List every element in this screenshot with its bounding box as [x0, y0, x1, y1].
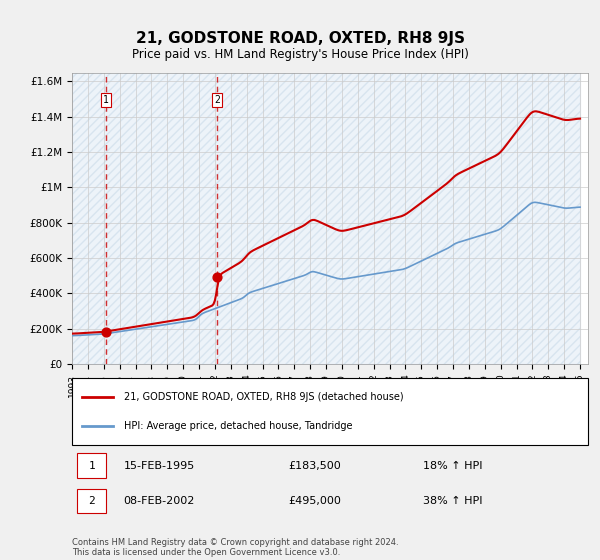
- FancyBboxPatch shape: [77, 454, 106, 478]
- Text: 1: 1: [103, 95, 109, 105]
- FancyBboxPatch shape: [77, 489, 106, 514]
- Text: 15-FEB-1995: 15-FEB-1995: [124, 460, 195, 470]
- Text: 2: 2: [88, 496, 95, 506]
- Text: 21, GODSTONE ROAD, OXTED, RH8 9JS: 21, GODSTONE ROAD, OXTED, RH8 9JS: [136, 31, 464, 46]
- Text: Price paid vs. HM Land Registry's House Price Index (HPI): Price paid vs. HM Land Registry's House …: [131, 48, 469, 60]
- Text: 08-FEB-2002: 08-FEB-2002: [124, 496, 195, 506]
- FancyBboxPatch shape: [72, 378, 588, 445]
- Point: [212, 272, 221, 281]
- Text: 18% ↑ HPI: 18% ↑ HPI: [423, 460, 482, 470]
- Text: Contains HM Land Registry data © Crown copyright and database right 2024.
This d: Contains HM Land Registry data © Crown c…: [72, 538, 398, 557]
- Text: 1: 1: [88, 460, 95, 470]
- Text: 38% ↑ HPI: 38% ↑ HPI: [423, 496, 482, 506]
- Text: £183,500: £183,500: [289, 460, 341, 470]
- Text: HPI: Average price, detached house, Tandridge: HPI: Average price, detached house, Tand…: [124, 421, 352, 431]
- Text: £495,000: £495,000: [289, 496, 341, 506]
- Text: 21, GODSTONE ROAD, OXTED, RH8 9JS (detached house): 21, GODSTONE ROAD, OXTED, RH8 9JS (detac…: [124, 392, 403, 402]
- Text: 2: 2: [214, 95, 220, 105]
- Point: [101, 327, 110, 336]
